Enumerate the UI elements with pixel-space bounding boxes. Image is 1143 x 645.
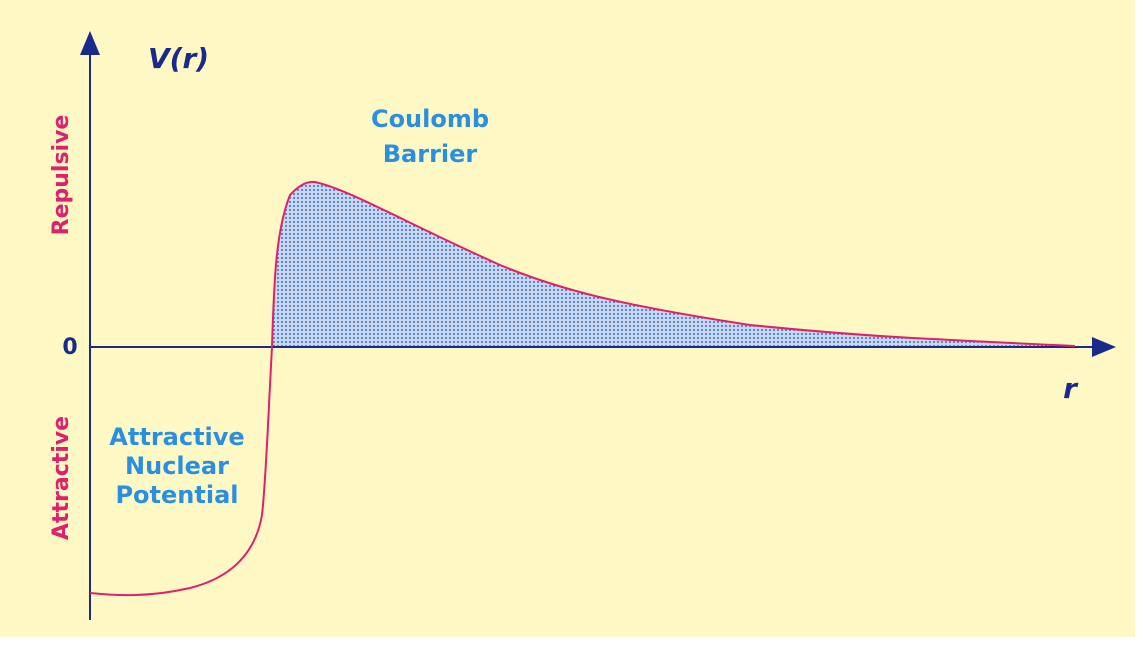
repulsive-label: Repulsive xyxy=(49,115,74,236)
attractive-label: Attractive xyxy=(49,416,74,540)
zero-label: 0 xyxy=(62,335,77,360)
nuclear-label: Nuclear xyxy=(125,452,229,480)
y-axis-label: V(r) xyxy=(148,42,209,75)
barrier-label: Coulomb xyxy=(371,105,489,133)
potential-curve xyxy=(89,180,1076,597)
barrier-label: Barrier xyxy=(383,140,478,168)
nuclear-label: Attractive xyxy=(109,423,244,451)
nuclear-label: Potential xyxy=(115,481,238,509)
barrier-fill xyxy=(272,181,1075,347)
x-axis-label: r xyxy=(1063,372,1079,405)
